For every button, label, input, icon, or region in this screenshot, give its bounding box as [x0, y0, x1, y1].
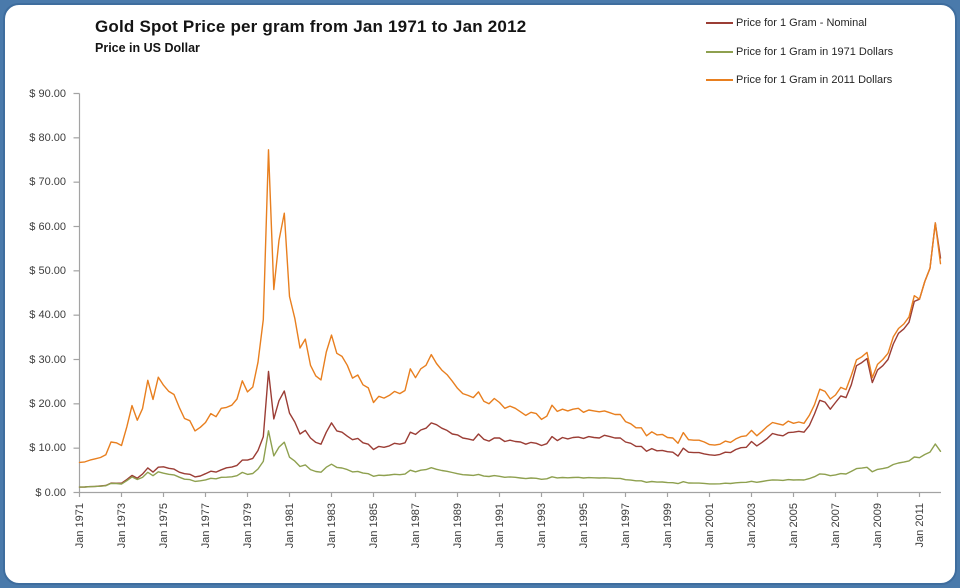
axis-lines	[78, 93, 941, 494]
y-axis-label: $ 70.00	[29, 176, 66, 189]
chart-stage: Gold Spot Price per gram from Jan 1971 t…	[5, 5, 955, 583]
y-axis-label: $ 80.00	[29, 131, 66, 144]
chart-title: Gold Spot Price per gram from Jan 1971 t…	[95, 17, 527, 36]
x-axis-label: Jan 1973	[115, 503, 128, 549]
y-axis-label: $ 0.00	[35, 486, 66, 499]
x-axis-label: Jan 2007	[829, 503, 842, 549]
x-axis-label: Jan 1975	[157, 503, 170, 549]
x-axis-label: Jan 1997	[619, 503, 632, 549]
x-axis-label: Jan 1987	[409, 503, 422, 549]
legend-label: Price for 1 Gram in 2011 Dollars	[736, 74, 893, 86]
legend-item-2: Price for 1 Gram in 2011 Dollars	[706, 73, 936, 87]
x-axis-label: Jan 1983	[325, 503, 338, 549]
x-axis-label: Jan 1981	[283, 503, 296, 549]
y-axis-label: $ 10.00	[29, 442, 66, 455]
x-axis-label: Jan 1995	[577, 503, 590, 549]
y-axis-label: $ 30.00	[29, 353, 66, 366]
legend-label: Price for 1 Gram in 1971 Dollars	[736, 45, 894, 58]
x-axis-label: Jan 1977	[199, 503, 212, 549]
x-axis-label: Jan 1999	[661, 503, 674, 549]
y-axis-label: $ 20.00	[29, 397, 66, 410]
series-line-0	[78, 222, 942, 488]
legend-label: Price for 1 Gram - Nominal	[736, 17, 867, 29]
chart-subtitle: Price in US Dollar	[95, 41, 200, 55]
legend-item-0: Price for 1 Gram - Nominal	[706, 16, 936, 30]
x-axis-label: Jan 2001	[703, 503, 716, 549]
x-axis-label: Jan 2009	[871, 503, 884, 549]
x-axis-label: Jan 2003	[745, 503, 758, 549]
x-axis-label: Jan 2005	[787, 503, 800, 549]
x-axis-label: Jan 1993	[535, 503, 548, 549]
legend-item-1: Price for 1 Gram in 1971 Dollars	[706, 45, 936, 59]
x-axis-label: Jan 1971	[73, 503, 86, 549]
x-axis-label: Jan 2011	[913, 503, 926, 548]
plot-area	[73, 92, 942, 497]
x-axis-label: Jan 1989	[451, 503, 464, 549]
x-axis-label: Jan 1991	[493, 503, 506, 549]
y-axis-label: $ 50.00	[29, 264, 66, 277]
legend-swatch-icon	[706, 22, 733, 24]
series-line-2	[78, 149, 942, 464]
chart-card: Gold Spot Price per gram from Jan 1971 t…	[3, 3, 957, 585]
x-axis-label: Jan 1985	[367, 503, 380, 549]
y-axis-label: $ 90.00	[29, 87, 66, 100]
y-axis-label: $ 60.00	[29, 220, 66, 233]
legend-swatch-icon	[706, 50, 733, 53]
x-axis-label: Jan 1979	[241, 503, 254, 549]
chart-legend: Price for 1 Gram - Nominal Price for 1 Gr…	[706, 16, 936, 102]
legend-swatch-icon	[706, 79, 733, 81]
series-line-1	[78, 430, 942, 488]
y-axis-label: $ 40.00	[29, 309, 66, 322]
